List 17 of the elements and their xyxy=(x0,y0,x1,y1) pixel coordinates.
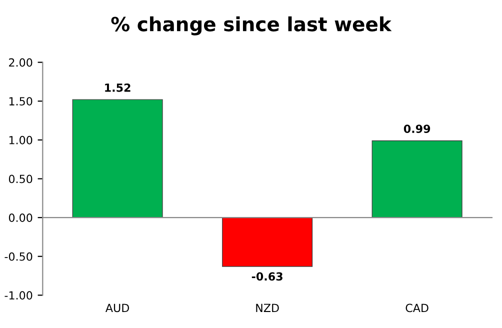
x-tick-label: NZD xyxy=(256,304,279,312)
y-tick-label: 2.00 xyxy=(9,58,32,67)
x-tick-label: AUD xyxy=(105,304,130,312)
x-tick-label: CAD xyxy=(406,304,428,312)
bar xyxy=(372,140,462,218)
data-label: 1.52 xyxy=(105,83,130,92)
y-tick-label: 0.50 xyxy=(8,174,32,184)
data-label: -0.63 xyxy=(252,272,282,281)
bar xyxy=(72,99,163,218)
y-tick-label: -1.00 xyxy=(4,291,32,300)
y-tick-label: -0.50 xyxy=(4,252,32,261)
y-tick-label: 1.00 xyxy=(9,136,32,144)
data-label: 0.99 xyxy=(404,124,430,134)
y-tick-label: 0.00 xyxy=(8,214,32,222)
y-tick-label: 1.50 xyxy=(9,97,32,106)
bar xyxy=(222,217,313,267)
chart-title: % change since last week xyxy=(111,16,392,36)
